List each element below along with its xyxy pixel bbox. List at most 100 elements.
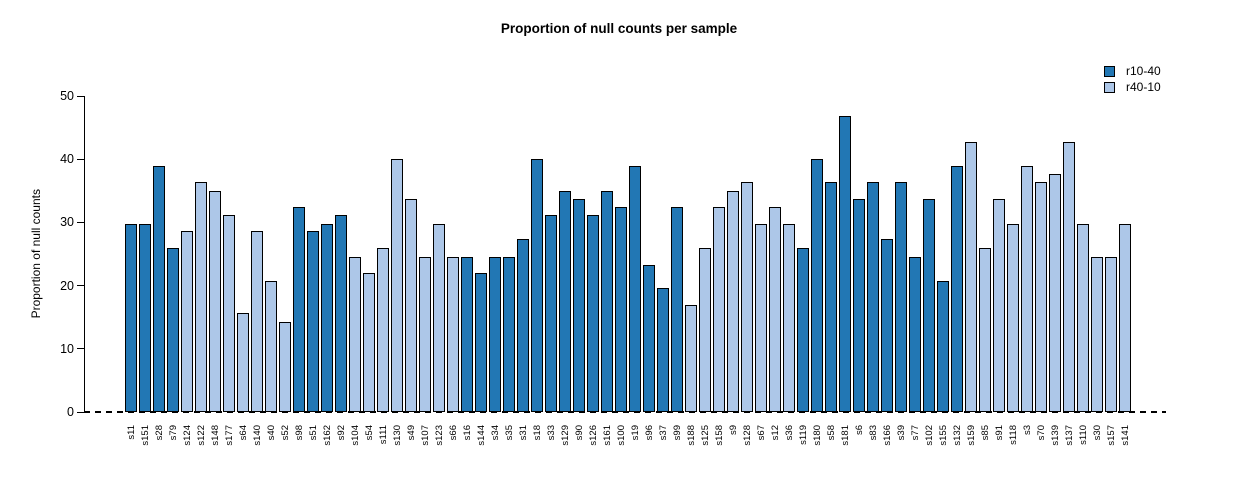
bar-s125 xyxy=(699,247,711,412)
bar-s58 xyxy=(825,181,837,412)
bar-s83 xyxy=(867,181,879,412)
x-label-s6: s6 xyxy=(853,425,865,436)
bar-s9 xyxy=(727,190,739,412)
x-label-s70: s70 xyxy=(1035,425,1047,441)
x-label-s129: s129 xyxy=(559,425,571,446)
x-label-s132: s132 xyxy=(951,425,963,446)
bar-s64 xyxy=(237,313,249,412)
bar-s66 xyxy=(447,257,459,412)
x-label-s96: s96 xyxy=(643,425,655,441)
x-label-s123: s123 xyxy=(433,425,445,446)
bar-s31 xyxy=(517,239,529,412)
legend: r10-40 r40-10 xyxy=(1104,63,1161,95)
bar-s158 xyxy=(713,207,725,412)
x-label-s52: s52 xyxy=(279,425,291,441)
bar-s118 xyxy=(1007,223,1019,412)
x-label-s12: s12 xyxy=(769,425,781,441)
bar-s139 xyxy=(1049,174,1061,412)
bar-s181 xyxy=(839,116,851,412)
bar-s98 xyxy=(293,207,305,412)
bar-s70 xyxy=(1035,181,1047,412)
y-tick-mark-30 xyxy=(77,221,84,223)
x-label-s110: s110 xyxy=(1077,425,1089,445)
bar-s177 xyxy=(223,214,235,412)
legend-label-r10-40: r10-40 xyxy=(1126,64,1161,78)
x-label-s77: s77 xyxy=(909,425,921,441)
x-label-s144: s144 xyxy=(475,425,487,446)
legend-swatch-r40-10 xyxy=(1104,81,1115,93)
x-label-s54: s54 xyxy=(363,425,375,441)
x-label-s34: s34 xyxy=(489,425,501,441)
bar-s128 xyxy=(741,181,753,412)
x-label-s130: s130 xyxy=(391,425,403,446)
bar-s34 xyxy=(489,257,501,412)
x-label-s188: s188 xyxy=(685,425,697,446)
bar-s36 xyxy=(783,223,795,412)
y-tick-mark-40 xyxy=(77,158,84,160)
bar-s123 xyxy=(433,223,445,412)
y-tick-label-20: 20 xyxy=(60,278,74,293)
bar-s40 xyxy=(265,280,277,412)
x-label-s39: s39 xyxy=(895,425,907,441)
x-label-s148: s148 xyxy=(209,425,221,446)
bar-s140 xyxy=(251,231,263,412)
bar-s99 xyxy=(671,207,683,412)
bar-s151 xyxy=(139,223,151,412)
bar-s3 xyxy=(1021,166,1033,412)
x-label-s92: s92 xyxy=(335,425,347,441)
bar-s104 xyxy=(349,257,361,412)
y-tick-label-0: 0 xyxy=(67,405,74,419)
bar-s119 xyxy=(797,247,809,412)
x-label-s157: s157 xyxy=(1105,425,1117,446)
x-label-s98: s98 xyxy=(293,425,305,441)
bar-s188 xyxy=(685,305,697,412)
x-label-s124: s124 xyxy=(181,425,193,446)
y-axis-line xyxy=(84,96,85,413)
x-label-s155: s155 xyxy=(937,425,949,446)
y-tick-mark-0 xyxy=(77,411,84,413)
bar-s137 xyxy=(1063,141,1075,412)
x-label-s125: s125 xyxy=(699,425,711,446)
bar-s39 xyxy=(895,181,907,412)
x-label-s51: s51 xyxy=(307,425,319,441)
bar-s96 xyxy=(643,264,655,412)
x-label-s100: s100 xyxy=(615,425,627,446)
x-label-s126: s126 xyxy=(587,425,599,446)
bar-s122 xyxy=(195,181,207,412)
bar-s132 xyxy=(951,166,963,412)
y-tick-label-10: 10 xyxy=(60,341,74,356)
bar-s77 xyxy=(909,257,921,412)
x-label-s36: s36 xyxy=(783,425,795,441)
x-label-s19: s19 xyxy=(629,425,641,441)
x-label-s118: s118 xyxy=(1007,425,1019,445)
x-label-s40: s40 xyxy=(265,425,277,441)
legend-swatch-r10-40 xyxy=(1104,65,1115,77)
x-label-s180: s180 xyxy=(811,425,823,446)
x-label-s11: s11 xyxy=(125,425,137,440)
x-label-s28: s28 xyxy=(153,425,165,441)
x-label-s137: s137 xyxy=(1063,425,1075,446)
bar-s35 xyxy=(503,257,515,412)
x-label-s151: s151 xyxy=(139,425,151,446)
bar-s18 xyxy=(531,158,543,412)
bar-s129 xyxy=(559,190,571,412)
bar-s107 xyxy=(419,257,431,412)
bar-s67 xyxy=(755,223,767,412)
bar-s161 xyxy=(601,190,613,412)
bar-s79 xyxy=(167,247,179,412)
x-label-s66: s66 xyxy=(447,425,459,441)
bar-s166 xyxy=(881,239,893,412)
bar-s16 xyxy=(461,257,473,412)
x-label-s67: s67 xyxy=(755,425,767,441)
bar-s102 xyxy=(923,199,935,412)
bar-s49 xyxy=(405,199,417,412)
x-label-s119: s119 xyxy=(797,425,809,445)
legend-label-r40-10: r40-10 xyxy=(1126,80,1161,94)
x-label-s139: s139 xyxy=(1049,425,1061,446)
x-label-s158: s158 xyxy=(713,425,725,446)
x-label-s104: s104 xyxy=(349,425,361,446)
x-label-s181: s181 xyxy=(839,425,851,446)
x-label-s90: s90 xyxy=(573,425,585,441)
bar-s12 xyxy=(769,207,781,412)
bar-s85 xyxy=(979,247,991,412)
